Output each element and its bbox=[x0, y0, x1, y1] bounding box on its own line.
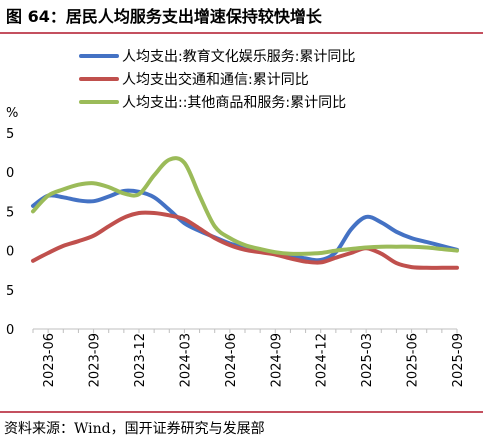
x-tick-label: 2024-09 bbox=[269, 333, 284, 387]
x-tick-label: 2024-12 bbox=[315, 333, 330, 387]
y-axis-unit-label: % bbox=[6, 106, 18, 121]
y-tick-label: 5 bbox=[6, 127, 14, 142]
y-tick-label: 0 bbox=[6, 245, 14, 260]
y-tick-label: 5 bbox=[6, 205, 14, 220]
y-tick-label: 5 bbox=[6, 284, 14, 299]
series-line-3 bbox=[31, 156, 459, 256]
x-tick-label: 2025-09 bbox=[451, 333, 466, 387]
figure-title: 图 64：居民人均服务支出增速保持较快增长 bbox=[6, 7, 323, 26]
x-tick-label: 2023-06 bbox=[42, 333, 57, 387]
x-tick-label: 2024-06 bbox=[224, 333, 239, 387]
x-tick-label: 2025-03 bbox=[360, 333, 375, 387]
y-axis-ticks: 0 5 0 5 0 5 bbox=[6, 127, 14, 338]
x-tick-label: 2023-09 bbox=[88, 333, 103, 387]
y-tick-label: 0 bbox=[6, 323, 14, 338]
series-line-1 bbox=[31, 188, 459, 263]
plot-area bbox=[31, 156, 459, 270]
x-tick-label: 2024-03 bbox=[178, 333, 193, 387]
legend-label: 人均支出::其他商品和服务:累计同比 bbox=[122, 95, 346, 111]
x-axis-ticks: 2023-06 2023-09 2023-12 2024-03 2024-06 2024-… bbox=[32, 328, 466, 387]
legend-label: 人均支出:教育文化娱乐服务:累计同比 bbox=[122, 49, 355, 65]
legend-label: 人均支出交通和通信:累计同比 bbox=[122, 71, 309, 88]
series-line-2 bbox=[31, 210, 459, 270]
x-tick-label: 2025-06 bbox=[406, 333, 421, 387]
chart-legend: 人均支出:教育文化娱乐服务:累计同比人均支出交通和通信:累计同比人均支出::其他… bbox=[79, 49, 355, 111]
y-tick-label: 0 bbox=[6, 166, 14, 181]
x-tick-label: 2023-12 bbox=[133, 333, 148, 387]
figure-source: 资料来源：Wind，国开证券研究与发展部 bbox=[4, 421, 265, 437]
